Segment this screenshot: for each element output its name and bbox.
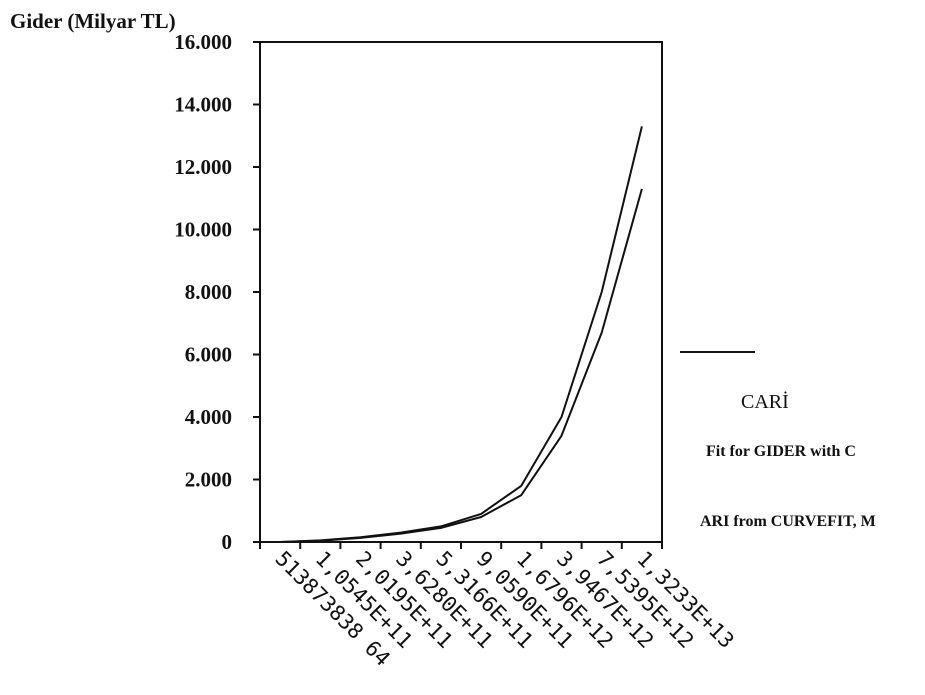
y-tick-label: 14.000 <box>174 93 232 117</box>
x-ticks: 513873838 641,0545E+112,0195E+113,6280E+… <box>259 542 739 671</box>
legend-description-line1: Fit for GIDER with C <box>706 443 856 460</box>
series-lines <box>280 126 643 543</box>
legend-description-line2: ARI from CURVEFIT, M <box>700 513 876 530</box>
y-tick-label: 8.000 <box>185 280 232 304</box>
legend-label: CARİ <box>741 390 789 413</box>
y-ticks: 0 2.000 4.000 6.000 8.000 10.000 12.000 14.000 1… <box>174 30 260 554</box>
y-tick-label: 10.000 <box>174 218 232 242</box>
series-line-2 <box>280 188 643 543</box>
y-tick-label: 0 <box>222 530 233 554</box>
y-axis-label: Gider (Milyar TL) <box>10 9 176 33</box>
y-tick-label: 6.000 <box>185 343 232 367</box>
y-tick-label: 16.000 <box>174 30 232 54</box>
legend: CARİ Fit for GIDER with C ARI from CURVEFI… <box>680 351 876 530</box>
y-tick-label: 2.000 <box>185 468 232 492</box>
y-tick-label: 12.000 <box>174 155 232 179</box>
y-tick-label: 4.000 <box>185 405 232 429</box>
series-line-1 <box>280 126 643 543</box>
